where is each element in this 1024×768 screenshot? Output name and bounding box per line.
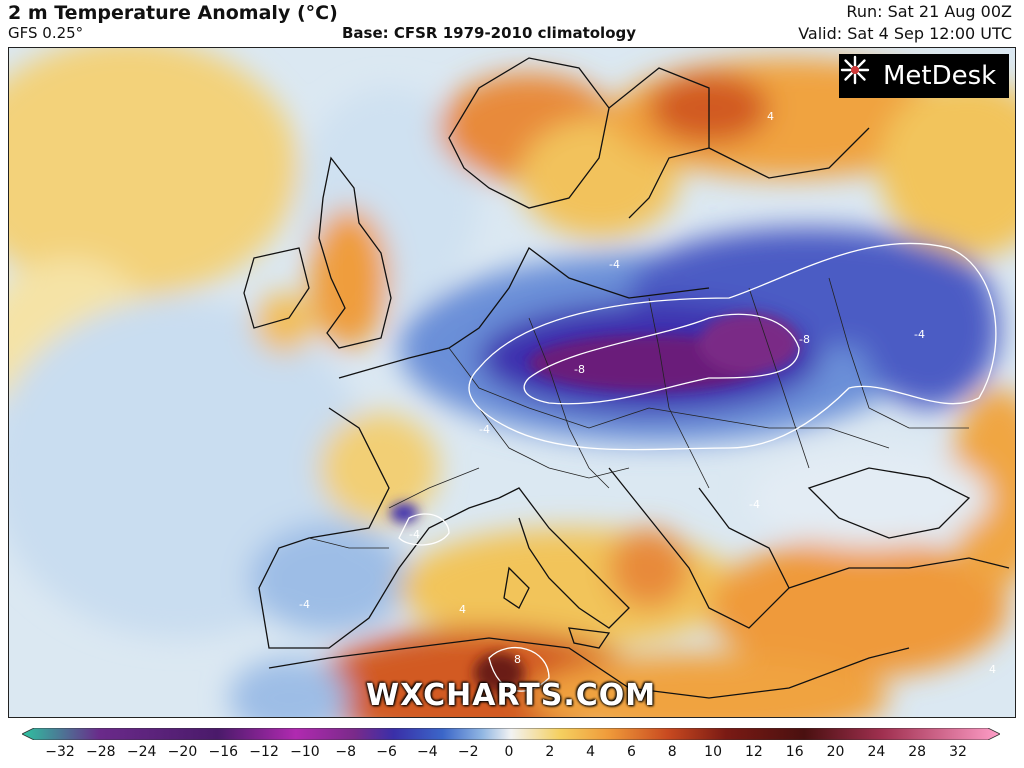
metdesk-logo-text: MetDesk (883, 61, 997, 91)
metdesk-logo: MetDesk (839, 54, 1009, 98)
colorbar-tick-label: −10 (290, 744, 320, 760)
contour-label: 4 (989, 663, 996, 676)
colorbar-tick-label: 6 (626, 744, 636, 760)
contour-label: 4 (767, 110, 774, 123)
colorbar-tick-label: −12 (249, 744, 279, 760)
contour-label: -4 (409, 528, 420, 541)
anomaly-field (9, 48, 1015, 717)
coastlines (243, 57, 1010, 699)
colorbar-tick-label: 8 (667, 744, 677, 760)
metdesk-logo-icon (840, 55, 870, 85)
colorbar-tick-label: −28 (86, 744, 116, 760)
country-borders (308, 277, 969, 549)
anomaly-contours (398, 242, 997, 692)
contour-label: -4 (479, 423, 490, 436)
colorbar-tick-label: 24 (867, 744, 886, 760)
chart-title: 2 m Temperature Anomaly (°C) (8, 2, 338, 24)
colorbar-tick-label: 2 (545, 744, 555, 760)
colorbar-tick-label: 10 (704, 744, 722, 760)
colorbar-tick-label: −32 (45, 744, 75, 760)
colorbar-tick-label: −4 (417, 744, 438, 760)
colorbar-tick-label: 12 (744, 744, 763, 760)
colorbar-tick-label: 4 (586, 744, 596, 760)
model-label: GFS 0.25° (8, 24, 84, 42)
contour-label: 8 (514, 653, 521, 666)
anomaly-cores (390, 313, 799, 693)
contour-label: -4 (749, 498, 760, 511)
colorbar (22, 728, 1000, 740)
colorbar-tick-label: 20 (826, 744, 845, 760)
colorbar-tick-label: −8 (335, 744, 357, 760)
colorbar-tick-label: 28 (908, 744, 927, 760)
contour-label: -8 (574, 363, 585, 376)
colorbar-tick-label: 16 (785, 744, 804, 760)
colorbar-tick-label: −16 (208, 744, 239, 760)
contour-label: -4 (609, 258, 620, 271)
temperature-anomaly-map: -8 -8 -4 -4 -4 -4 -4 4 4 8 -4 4 MetDesk (8, 47, 1016, 718)
contour-label: 4 (459, 603, 466, 616)
colorbar-tick-label: −6 (376, 744, 397, 760)
wxcharts-watermark: WXCHARTS.COM (366, 678, 657, 713)
contour-label: -4 (914, 328, 925, 341)
valid-time-label: Valid: Sat 4 Sep 12:00 UTC (798, 24, 1012, 43)
run-time-label: Run: Sat 21 Aug 00Z (846, 2, 1012, 21)
colorbar-tick-label: −2 (457, 744, 479, 760)
contour-labels: -8 -8 -4 -4 -4 -4 -4 4 4 8 -4 4 (299, 110, 996, 676)
contour-label: -4 (299, 598, 310, 611)
colorbar-tick-label: 0 (504, 744, 514, 760)
colorbar-tick-label: −20 (167, 744, 198, 760)
climatology-base-label: Base: CFSR 1979-2010 climatology (342, 24, 637, 42)
contour-label: -8 (799, 333, 810, 346)
colorbar-tick-label: 32 (949, 744, 967, 760)
colorbar-tick-label: −24 (126, 744, 157, 760)
map-canvas: -8 -8 -4 -4 -4 -4 -4 4 4 8 -4 4 (9, 48, 1015, 717)
